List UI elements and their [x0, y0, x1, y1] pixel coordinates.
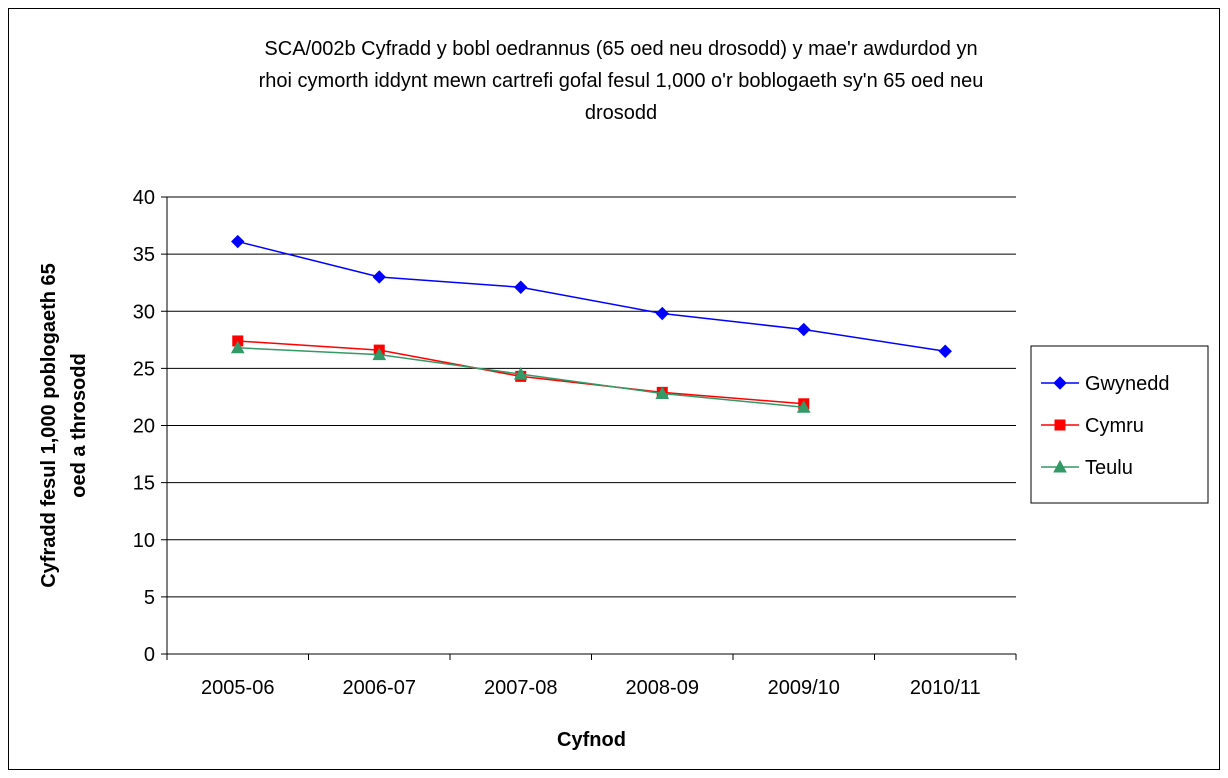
title-line: SCA/002b Cyfradd y bobl oedrannus (65 oe…	[264, 38, 977, 60]
y-axis-title-line: oed a throsodd	[68, 353, 90, 497]
series-gwynedd	[231, 234, 952, 358]
legend-marker	[1053, 376, 1067, 390]
gridlines	[167, 196, 1016, 598]
data-point	[938, 344, 952, 358]
y-tick-label: 10	[133, 530, 155, 552]
data-point	[372, 347, 387, 361]
x-tick-label: 2010/11	[910, 677, 981, 699]
data-point	[796, 400, 811, 413]
chart-title: SCA/002b Cyfradd y bobl oedrannus (65 oe…	[259, 38, 984, 124]
x-axis-title-text: Cyfnod	[557, 729, 626, 751]
data-point	[797, 322, 811, 337]
series-teulu	[230, 340, 811, 413]
y-tick-label: 40	[133, 187, 155, 209]
series	[230, 234, 952, 413]
legend-marker	[1053, 459, 1067, 473]
chart-frame: SCA/002b Cyfradd y bobl oedrannus (65 oe…	[8, 8, 1220, 770]
legend: Gwynedd Cymru Teulu	[1030, 345, 1209, 504]
legend-label: Teulu	[1085, 457, 1133, 479]
x-axis-title: Cyfnod	[557, 729, 626, 751]
legend-item-gwynedd: Gwynedd	[1041, 373, 1170, 395]
x-tick-label: 2009/10	[768, 677, 840, 699]
legend-label: Cymru	[1085, 415, 1144, 437]
data-point	[514, 280, 528, 294]
x-tick-label: 2008-09	[626, 677, 699, 699]
series-line	[237, 240, 946, 352]
data-point	[655, 306, 669, 321]
data-point	[230, 340, 245, 354]
title-line: rhoi cymorth iddynt mewn cartrefi gofal …	[259, 70, 984, 92]
legend-item-cymru: Cymru	[1041, 415, 1144, 437]
y-tick-label: 30	[133, 301, 155, 323]
axes	[161, 196, 1017, 660]
legend-label: Gwynedd	[1085, 373, 1170, 395]
y-tick-label: 20	[133, 416, 155, 438]
y-axis-title-text: Cyfradd fesul 1,000 poblogaeth 65 oed a t…	[38, 263, 90, 588]
x-tick-label: 2007-08	[484, 677, 557, 699]
y-tick-label: 15	[133, 473, 155, 495]
y-axis-title-line: Cyfradd fesul 1,000 poblogaeth 65	[38, 263, 60, 588]
x-tick-label: 2005-06	[201, 677, 274, 699]
x-tick-labels: 2005-06 2006-07 2007-08 2008-09 2009/10 2010/…	[201, 677, 981, 699]
y-tick-label: 0	[144, 644, 155, 666]
data-point	[655, 386, 670, 400]
legend-item-teulu: Teulu	[1041, 457, 1133, 479]
y-tick-labels: 0 5 10 15 20 25 30 35 40	[133, 187, 155, 666]
data-point	[513, 367, 528, 380]
data-point	[231, 234, 245, 249]
legend-marker	[1054, 419, 1066, 431]
y-tick-label: 5	[144, 587, 155, 609]
y-axis-title: Cyfradd fesul 1,000 poblogaeth 65 oed a t…	[38, 263, 90, 588]
title-line: drosodd	[585, 102, 657, 124]
data-point	[372, 270, 386, 284]
x-tick-label: 2006-07	[343, 677, 416, 699]
line-chart: SCA/002b Cyfradd y bobl oedrannus (65 oe…	[38, 38, 1209, 751]
y-tick-label: 25	[133, 358, 155, 380]
y-tick-label: 35	[133, 244, 155, 266]
